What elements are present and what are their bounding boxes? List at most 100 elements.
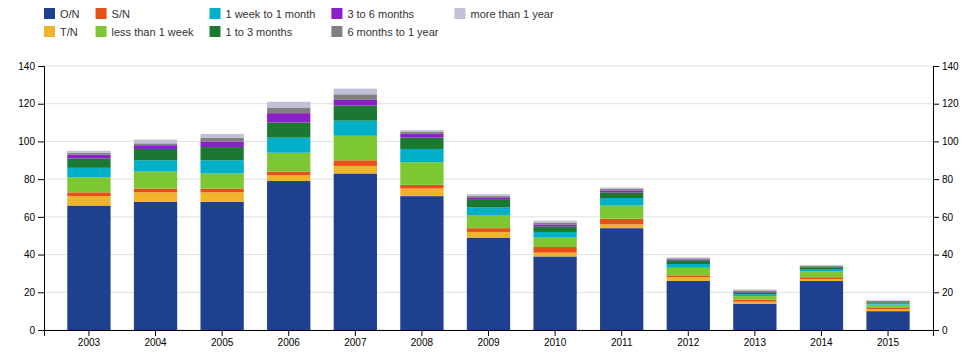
legend-swatch: [331, 8, 342, 19]
y2-axis-tick: 60: [933, 212, 954, 223]
bar: [533, 224, 576, 226]
bar: [600, 228, 643, 330]
legend-item: 1 to 3 months: [210, 26, 293, 38]
bar-series: [67, 100, 909, 302]
bar: [134, 140, 177, 144]
bar: [400, 132, 443, 134]
y2-axis-tick-label: 100: [942, 136, 959, 147]
bar: [134, 145, 177, 149]
y-axis-tick: 120: [18, 98, 44, 109]
bar: [600, 206, 643, 219]
bar: [667, 275, 710, 277]
y2-axis-tick-mark: [933, 141, 939, 142]
x-tick-mark: [288, 330, 289, 336]
bar: [200, 147, 243, 160]
x-tick-label: 2006: [278, 337, 301, 348]
y-axis: 020406080100120140: [18, 61, 44, 336]
chart: 2003200420052006200720082009201020112012…: [0, 0, 977, 360]
bar: [733, 300, 776, 302]
bar: [400, 130, 443, 132]
grid-line: [44, 103, 933, 104]
bar: [600, 198, 643, 206]
bar: [134, 192, 177, 201]
bar: [334, 94, 377, 100]
y2-axis-tick-label: 20: [942, 287, 954, 298]
x-tick-mark: [888, 330, 889, 336]
bar: [334, 160, 377, 166]
bar: [600, 192, 643, 198]
legend-swatch: [44, 26, 55, 37]
y2-axis-tick-label: 60: [942, 212, 954, 223]
x-tick-mark: [821, 330, 822, 336]
bar: [67, 168, 110, 177]
y2-axis-tick-mark: [933, 292, 939, 293]
bar: [800, 272, 843, 278]
x-tick: 2006: [278, 330, 301, 348]
x-tick: 2014: [810, 330, 833, 348]
bar: [866, 303, 909, 305]
bar: [400, 134, 443, 138]
y-axis-tick-mark: [38, 330, 44, 331]
y-axis-tick-label: 40: [24, 249, 36, 260]
bar: [733, 294, 776, 296]
legend-item: 3 to 6 months: [331, 8, 414, 20]
y-axis-tick-mark: [38, 66, 44, 67]
legend-item: 6 months to 1 year: [331, 26, 438, 38]
legend-item: less than 1 week: [96, 26, 194, 38]
bar: [667, 259, 710, 261]
legend-label: 6 months to 1 year: [347, 26, 438, 38]
y2-axis-tick-mark: [933, 330, 939, 331]
legend-label: O/N: [60, 8, 80, 20]
legend-swatch: [210, 26, 221, 37]
bar: [334, 173, 377, 330]
bar: [733, 292, 776, 294]
bar: [733, 290, 776, 292]
legend-swatch: [210, 8, 221, 19]
x-tick-label: 2009: [477, 337, 500, 348]
bar: [467, 215, 510, 228]
legend-swatch: [96, 8, 107, 19]
y-axis-tick: 100: [18, 136, 44, 147]
bar: [67, 192, 110, 196]
bar: [667, 268, 710, 276]
bar: [800, 264, 843, 266]
grid-line: [44, 141, 933, 142]
legend-swatch: [331, 26, 342, 37]
legend-swatch: [455, 8, 466, 19]
y2-axis-line: [934, 67, 940, 331]
bar: [267, 138, 310, 153]
bar: [334, 89, 377, 95]
bar: [533, 221, 576, 223]
bar: [533, 247, 576, 253]
y-axis-tick: 20: [24, 287, 44, 298]
bar: [67, 177, 110, 192]
legend-swatch: [44, 8, 55, 19]
bar: [866, 305, 909, 308]
y2-axis-tick-mark: [933, 104, 939, 105]
y-axis-tick-mark: [38, 104, 44, 105]
bar: [866, 307, 909, 309]
x-tick-mark: [555, 330, 556, 336]
bar: [334, 106, 377, 121]
bar-series: [67, 136, 909, 308]
bar: [667, 260, 710, 264]
bar: [600, 190, 643, 192]
y-axis-tick-label: 20: [24, 287, 36, 298]
bar: [400, 162, 443, 185]
x-tick: 2009: [477, 330, 500, 348]
x-tick-label: 2012: [677, 337, 700, 348]
x-tick: 2015: [877, 330, 900, 348]
x-tick: 2013: [744, 330, 767, 348]
y2-axis-tick-label: 0: [942, 325, 948, 336]
bar-series: [67, 89, 909, 301]
x-tick: 2010: [544, 330, 567, 348]
legend-label: 1 to 3 months: [226, 26, 293, 38]
bar-series: [67, 166, 909, 311]
bar: [733, 302, 776, 304]
grid-line: [44, 179, 933, 180]
legend-swatch: [96, 26, 107, 37]
bar: [67, 153, 110, 155]
x-axis-line: [45, 331, 934, 337]
bar: [800, 270, 843, 272]
bar: [866, 311, 909, 330]
